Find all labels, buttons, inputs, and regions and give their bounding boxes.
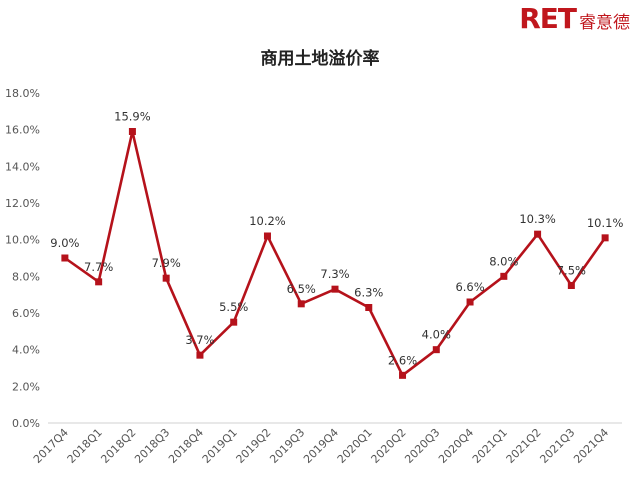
y-tick-label: 2.0% xyxy=(12,380,40,393)
data-label: 6.6% xyxy=(455,280,484,294)
x-tick-label: 2020Q4 xyxy=(436,426,476,466)
data-point xyxy=(297,300,305,308)
x-tick-label: 2018Q3 xyxy=(132,426,172,466)
data-point xyxy=(466,298,474,306)
data-label: 10.1% xyxy=(587,216,624,230)
data-label: 15.9% xyxy=(114,110,151,124)
data-point xyxy=(162,274,170,282)
series-line xyxy=(64,130,607,377)
x-tick-label: 2020Q1 xyxy=(335,426,375,466)
data-point xyxy=(365,304,373,311)
data-point xyxy=(567,282,575,289)
y-tick-label: 16.0% xyxy=(5,124,40,137)
logo-mark: RET xyxy=(519,2,577,35)
y-tick-label: 0.0% xyxy=(12,417,40,430)
y-tick-label: 18.0% xyxy=(5,87,40,100)
data-label: 7.9% xyxy=(152,256,181,270)
data-label: 2.6% xyxy=(388,353,417,367)
x-tick-label: 2019Q2 xyxy=(234,426,274,466)
data-point xyxy=(95,278,103,286)
x-tick-label: 2017Q4 xyxy=(31,426,71,466)
data-label: 7.3% xyxy=(320,267,349,281)
logo-cn-text: 睿意德 xyxy=(579,13,630,33)
y-tick-label: 12.0% xyxy=(5,197,40,210)
data-point xyxy=(601,234,609,242)
data-label: 10.2% xyxy=(249,214,286,228)
x-tick-label: 2019Q4 xyxy=(301,426,341,466)
data-point xyxy=(534,230,542,238)
x-tick-label: 2020Q3 xyxy=(402,426,442,466)
data-label: 6.5% xyxy=(287,282,316,296)
data-point xyxy=(263,232,271,240)
x-tick-label: 2021Q3 xyxy=(537,426,577,466)
chart-title: 商用土地溢价率 xyxy=(260,49,380,69)
data-point xyxy=(61,254,69,262)
data-point xyxy=(331,285,339,293)
data-label: 7.5% xyxy=(557,264,586,278)
data-point xyxy=(230,318,238,326)
data-label: 3.7% xyxy=(185,333,214,347)
data-point xyxy=(432,346,440,354)
y-tick-label: 10.0% xyxy=(5,234,40,247)
y-tick-label: 6.0% xyxy=(12,307,40,320)
data-label: 7.7% xyxy=(84,260,113,274)
y-tick-label: 14.0% xyxy=(5,160,40,173)
x-tick-label: 2021Q1 xyxy=(470,426,510,466)
x-tick-label: 2021Q2 xyxy=(504,426,544,466)
data-point xyxy=(500,272,508,280)
data-label: 8.0% xyxy=(489,254,518,268)
x-tick-label: 2018Q2 xyxy=(98,426,138,466)
brand-logo: RET 睿意德 xyxy=(519,2,630,35)
data-label: 9.0% xyxy=(50,236,79,250)
y-tick-label: 4.0% xyxy=(12,344,40,357)
x-tick-label: 2018Q1 xyxy=(65,426,105,466)
x-tick-label: 2019Q3 xyxy=(267,426,307,466)
y-tick-label: 8.0% xyxy=(12,270,40,283)
data-point xyxy=(399,371,407,379)
data-point xyxy=(196,351,204,359)
x-tick-label: 2021Q4 xyxy=(571,426,611,466)
data-label: 10.3% xyxy=(519,212,556,226)
data-label: 4.0% xyxy=(422,328,451,342)
data-label: 5.5% xyxy=(219,300,248,314)
data-point xyxy=(128,128,136,135)
x-tick-label: 2018Q4 xyxy=(166,426,206,466)
x-tick-label: 2019Q1 xyxy=(200,426,240,466)
data-label: 6.3% xyxy=(354,286,383,300)
x-tick-label: 2020Q2 xyxy=(369,426,409,466)
